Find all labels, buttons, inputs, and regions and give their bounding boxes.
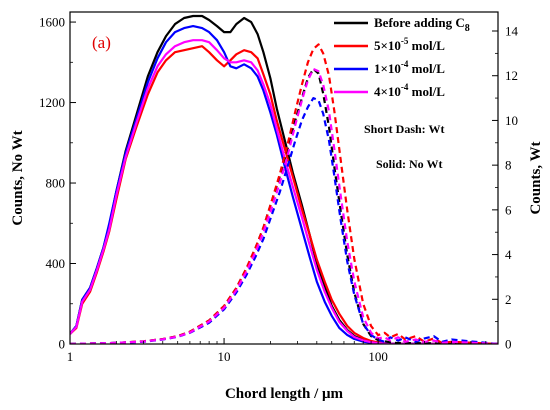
- y-left-tick-label: 400: [46, 256, 66, 271]
- legend-label-red: 5×10-5 mol/L: [374, 36, 445, 53]
- series-magenta-dash: [70, 67, 498, 344]
- ticks-layer: 1 10 100 0 400 800 1200 1600 0 2 4 6 8 10 12 14: [39, 15, 519, 364]
- note-solid: Solid: No Wt: [376, 157, 442, 171]
- y-right-tick-label: 14: [505, 24, 519, 39]
- y-left-tick-label: 0: [59, 337, 66, 352]
- y-left-tick-label: 1600: [39, 15, 65, 30]
- series-magenta-solid: [70, 39, 498, 344]
- y-axis-title-right: Counts, Wt: [528, 141, 544, 214]
- series-layer: [70, 14, 498, 344]
- plot-frame: [69, 11, 499, 345]
- x-tick-label: 100: [368, 349, 388, 364]
- y-right-tick-label: 4: [505, 247, 512, 262]
- y-right-tick-label: 2: [505, 292, 512, 307]
- y-right-tick-label: 10: [505, 113, 518, 128]
- legend-label-magenta: 4×10-4 mol/L: [374, 82, 445, 99]
- x-tick-label: 10: [218, 349, 231, 364]
- x-axis-title: Chord length / μm: [225, 386, 344, 402]
- legend-label-black: Before adding C8: [374, 15, 470, 34]
- y-right-tick-label: 12: [505, 68, 518, 83]
- y-right-tick-label: 0: [505, 337, 512, 352]
- y-right-tick-label: 6: [505, 202, 512, 217]
- y-left-tick-label: 1200: [39, 95, 65, 110]
- x-tick-label: 1: [67, 349, 74, 364]
- series-black-dash: [70, 67, 498, 344]
- legend-label-blue: 1×10-4 mol/L: [374, 59, 445, 76]
- y-right-tick-label: 8: [505, 158, 512, 173]
- legend: Before adding C8 5×10-5 mol/L 1×10-4 mol/L…: [334, 15, 470, 99]
- panel-label: (a): [92, 33, 111, 52]
- y-left-tick-label: 800: [46, 176, 66, 191]
- note-short-dash: Short Dash: Wt: [364, 122, 444, 136]
- y-axis-title-left: Counts, No Wt: [10, 130, 26, 225]
